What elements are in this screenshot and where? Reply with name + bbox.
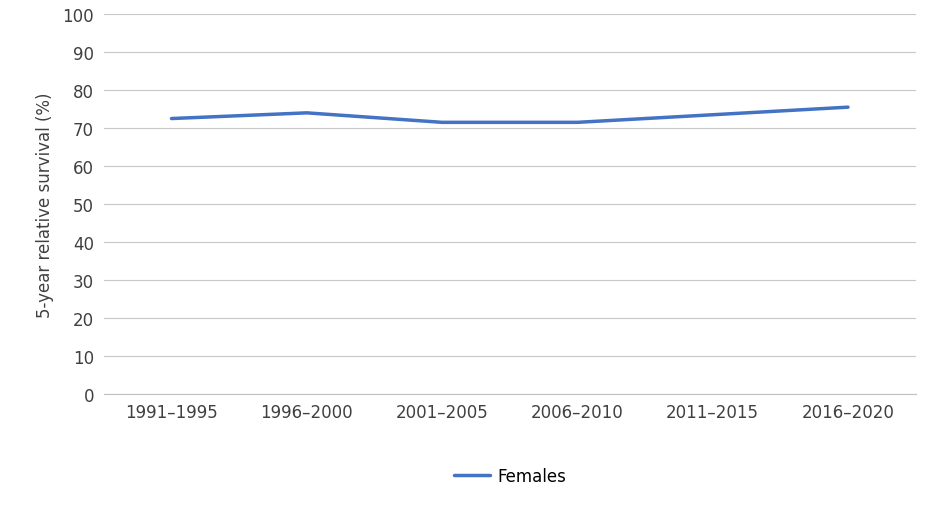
Legend: Females: Females (447, 461, 572, 492)
Females (707, 113, 718, 119)
Females (166, 116, 177, 122)
Females (436, 120, 447, 126)
Females (842, 105, 853, 111)
Y-axis label: 5-year relative survival (%): 5-year relative survival (%) (36, 92, 54, 317)
Females (572, 120, 583, 126)
Line: Females: Females (172, 108, 848, 123)
Females (301, 111, 312, 117)
